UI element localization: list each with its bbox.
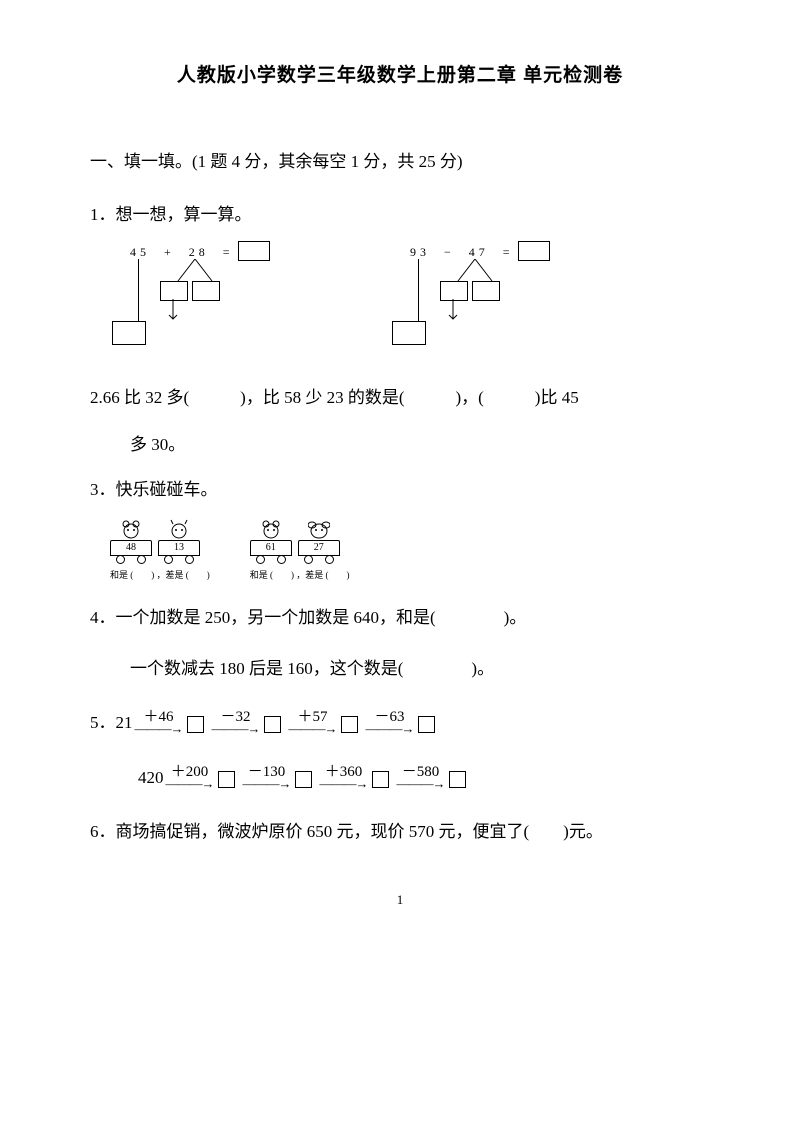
arrow-icon: ———→ (212, 724, 260, 734)
chain-step: ＋200 ———→ (166, 760, 214, 789)
car-4: 27 (298, 518, 340, 564)
q3-group2-label: 和是 ( ) ，差是 ( ) (250, 568, 350, 581)
q1-label: 1．想一想，算一算。 (90, 200, 710, 225)
chain-step: ＋46 ———→ (135, 705, 183, 734)
animal-icon (168, 518, 190, 540)
q1-diagrams: 45 + 28 = 93 − 47 (90, 243, 710, 353)
blank-box (264, 716, 281, 733)
q1-expr2-eq: = (503, 245, 514, 259)
q3-cars: 48 13 和是 ( ) ，差是 ( ) (90, 518, 710, 581)
arrow-icon: ———→ (289, 724, 337, 734)
q1-expr1-a: 45 (130, 245, 150, 259)
q5-prefix: 5．21 (90, 708, 133, 734)
chain-step: －130 ———→ (243, 760, 291, 789)
q2-line2: 多 30。 (90, 430, 710, 455)
arrow-icon: ———→ (366, 724, 414, 734)
car-2: 13 (158, 518, 200, 564)
q1-d1-box-b (192, 281, 220, 301)
q5-start2: 420 (138, 768, 164, 789)
q5-chain-2: 420 ＋200 ———→ －130 ———→ ＋360 ———→ －580 —… (90, 760, 710, 789)
q3-label: 3．快乐碰碰车。 (90, 475, 710, 500)
chain-step: ＋57 ———→ (289, 705, 337, 734)
chain-step: ＋360 ———→ (320, 760, 368, 789)
arrow-icon: ———→ (135, 724, 183, 734)
chain-step: －32 ———→ (212, 705, 260, 734)
q1-ans-box-1 (238, 241, 270, 261)
car-3: 61 (250, 518, 292, 564)
split-lines-icon (170, 259, 220, 283)
q3-group-1: 48 13 和是 ( ) ，差是 ( ) (110, 518, 210, 581)
question-2: 2.66 比 32 多( )，比 58 少 23 的数是( )，( )比 45 … (90, 383, 710, 455)
blank-box (218, 771, 235, 788)
q1-ans-box-2 (518, 241, 550, 261)
arrow-icon: ———→ (320, 779, 368, 789)
question-1: 1．想一想，算一算。 45 + 28 = (90, 200, 710, 353)
chain-step: －580 ———→ (397, 760, 445, 789)
q6-text: 6．商场搞促销，微波炉原价 650 元，现价 570 元，便宜了( )元。 (90, 817, 710, 842)
question-6: 6．商场搞促销，微波炉原价 650 元，现价 570 元，便宜了( )元。 (90, 817, 710, 842)
q1-d1-box-c (112, 321, 146, 345)
q1-diagram-1: 45 + 28 = (110, 243, 310, 353)
arrow-icon: ———→ (243, 779, 291, 789)
q1-expr2: 93 − 47 = (410, 245, 514, 260)
arrow-icon: ———→ (397, 779, 445, 789)
chain-step: －63 ———→ (366, 705, 414, 734)
section-1-heading: 一、填一填。(1 题 4 分，其余每空 1 分，共 25 分) (90, 147, 710, 172)
blank-box (187, 716, 204, 733)
animal-icon (308, 518, 330, 540)
q1-d2-box-c (392, 321, 426, 345)
q4-line2: 一个数减去 180 后是 160，这个数是( )。 (90, 654, 710, 679)
blank-box (449, 771, 466, 788)
split-lines-icon (450, 259, 500, 283)
blank-box (295, 771, 312, 788)
q1-expr2-a: 93 (410, 245, 430, 259)
q1-d1-vline (138, 259, 139, 321)
q1-expr1-b: 28 (189, 245, 209, 259)
q1-d1-box-a (160, 281, 188, 301)
q1-expr1-eq: = (223, 245, 234, 259)
q1-expr1: 45 + 28 = (130, 245, 234, 260)
car-1: 48 (110, 518, 152, 564)
q1-d2-box-a (440, 281, 468, 301)
question-3: 3．快乐碰碰车。 48 13 (90, 475, 710, 581)
page: 人教版小学数学三年级数学上册第二章 单元检测卷 一、填一填。(1 题 4 分，其… (0, 0, 800, 948)
q1-d2-box-b (472, 281, 500, 301)
car-3-value: 61 (250, 540, 292, 556)
car-4-value: 27 (298, 540, 340, 556)
q2-line1: 2.66 比 32 多( )，比 58 少 23 的数是( )，( )比 45 (90, 383, 710, 408)
q1-expr1-op: + (164, 245, 175, 259)
down-arrow-icon (440, 299, 460, 323)
down-arrow-icon (160, 299, 180, 323)
arrow-icon: ———→ (166, 779, 214, 789)
blank-box (341, 716, 358, 733)
blank-box (372, 771, 389, 788)
q1-expr2-op: − (444, 245, 455, 259)
q3-group1-label: 和是 ( ) ，差是 ( ) (110, 568, 210, 581)
car-2-value: 13 (158, 540, 200, 556)
car-1-value: 48 (110, 540, 152, 556)
question-5: 5．21 ＋46 ———→ －32 ———→ ＋57 ———→ －63 ———→ (90, 705, 710, 789)
animal-icon (120, 518, 142, 540)
animal-icon (260, 518, 282, 540)
q3-group-2: 61 27 和是 ( ) ，差是 ( ) (250, 518, 350, 581)
page-number: 1 (90, 892, 710, 908)
q4-line1: 4．一个加数是 250，另一个加数是 640，和是( )。 (90, 603, 710, 628)
q1-expr2-b: 47 (469, 245, 489, 259)
q5-chain-1: 5．21 ＋46 ———→ －32 ———→ ＋57 ———→ －63 ———→ (90, 705, 710, 734)
question-4: 4．一个加数是 250，另一个加数是 640，和是( )。 一个数减去 180 … (90, 603, 710, 679)
q1-diagram-2: 93 − 47 = (390, 243, 590, 353)
document-title: 人教版小学数学三年级数学上册第二章 单元检测卷 (90, 60, 710, 87)
q1-d2-vline (418, 259, 419, 321)
blank-box (418, 716, 435, 733)
